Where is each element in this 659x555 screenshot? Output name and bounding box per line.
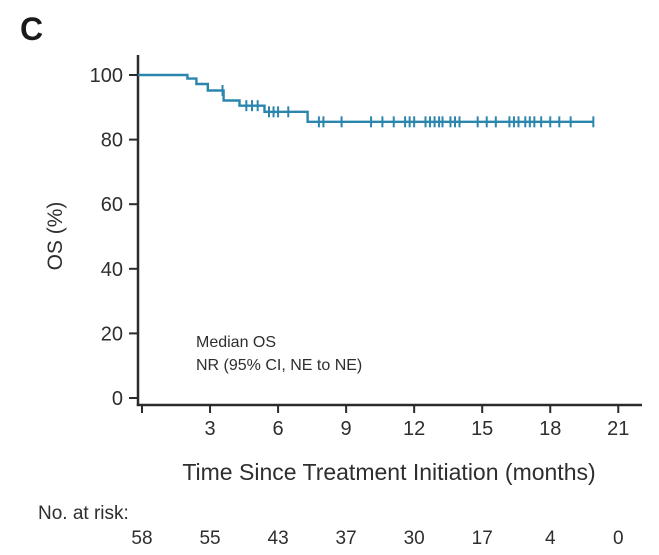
panel-label: C bbox=[20, 11, 43, 47]
at-risk-counts-row: 58 55 43 37 30 17 4 0 bbox=[131, 528, 623, 549]
at-risk-count: 0 bbox=[613, 528, 624, 549]
x-axis-ticks: 3 6 9 12 15 18 21 bbox=[141, 405, 629, 440]
y-tick-label: 0 bbox=[112, 388, 123, 410]
annotation-median-ci: NR (95% CI, NE to NE) bbox=[196, 357, 362, 374]
y-tick-label: 100 bbox=[90, 65, 123, 87]
y-tick-label: 40 bbox=[101, 259, 123, 281]
x-tick-label: 3 bbox=[204, 418, 215, 440]
at-risk-count: 30 bbox=[404, 528, 425, 549]
x-tick-label: 18 bbox=[539, 418, 561, 440]
at-risk-label: No. at risk: bbox=[38, 503, 129, 524]
at-risk-count: 55 bbox=[199, 528, 220, 549]
y-tick-label: 60 bbox=[101, 194, 123, 216]
y-tick-label: 20 bbox=[101, 323, 123, 345]
annotation-median-os: Median OS bbox=[196, 334, 276, 351]
x-tick-label: 6 bbox=[273, 418, 284, 440]
at-risk-count: 17 bbox=[472, 528, 493, 549]
x-axis-label: Time Since Treatment Initiation (months) bbox=[182, 459, 595, 485]
km-survival-curve bbox=[138, 73, 594, 123]
at-risk-count: 58 bbox=[131, 528, 152, 549]
y-tick-label: 80 bbox=[101, 130, 123, 152]
x-tick-label: 15 bbox=[471, 418, 493, 440]
y-axis-label: OS (%) bbox=[44, 202, 67, 271]
x-tick-label: 21 bbox=[607, 418, 629, 440]
x-tick-label: 12 bbox=[403, 418, 425, 440]
at-risk-count: 37 bbox=[336, 528, 357, 549]
at-risk-count: 43 bbox=[268, 528, 289, 549]
x-tick-label: 9 bbox=[341, 418, 352, 440]
y-axis-ticks: 100 80 60 40 20 0 bbox=[90, 65, 138, 410]
at-risk-count: 4 bbox=[545, 528, 556, 549]
censor-marks bbox=[221, 85, 595, 128]
